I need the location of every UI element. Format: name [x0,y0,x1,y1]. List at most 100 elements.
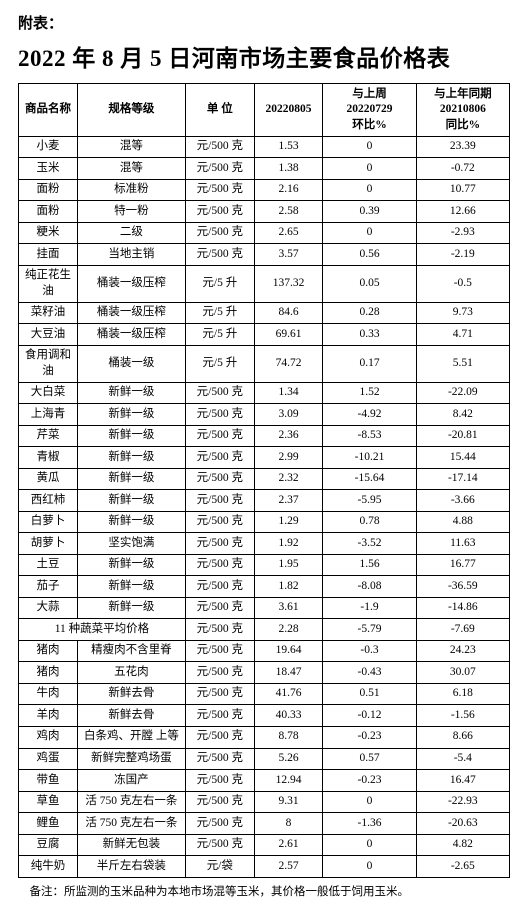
cell-yoy: -36.59 [416,576,509,598]
cell-spec: 新鲜一级 [77,554,185,576]
cell-spec: 精瘦肉不含里脊 [77,640,185,662]
cell-wow: -5.95 [323,490,416,512]
cell-wow: 0 [323,834,416,856]
table-row: 猪肉精瘦肉不含里脊元/500 克19.64-0.324.23 [19,640,510,662]
cell-spec: 坚实饱满 [77,533,185,555]
cell-wow: 0.51 [323,683,416,705]
cell-yoy: 4.82 [416,834,509,856]
table-row: 茄子新鲜一级元/500 克1.82-8.08-36.59 [19,576,510,598]
cell-name: 大蒜 [19,597,78,619]
cell-yoy: -17.14 [416,468,509,490]
pre-title: 附表： [18,12,510,33]
cell-yoy: 23.39 [416,136,509,158]
table-row: 玉米混等元/500 克1.380-0.72 [19,158,510,180]
cell-price: 2.61 [254,834,323,856]
cell-price: 2.36 [254,425,323,447]
cell-yoy: 5.51 [416,345,509,382]
table-row: 纯正花生油桶装一级压榨元/5 升137.320.05-0.5 [19,265,510,302]
cell-unit: 元/500 克 [185,683,254,705]
table-row: 羊肉新鲜去骨元/500 克40.33-0.12-1.56 [19,705,510,727]
cell-yoy: -20.81 [416,425,509,447]
cell-spec: 新鲜一级 [77,382,185,404]
cell-yoy: 8.42 [416,404,509,426]
cell-wow: -1.36 [323,813,416,835]
cell-wow: -0.23 [323,770,416,792]
cell-unit: 元/500 克 [185,770,254,792]
cell-spec: 桶装一级压榨 [77,302,185,324]
cell-unit: 元/500 克 [185,244,254,266]
cell-spec: 新鲜一级 [77,511,185,533]
cell-wow: 0.56 [323,244,416,266]
cell-spec: 新鲜一级 [77,425,185,447]
cell-price: 2.37 [254,490,323,512]
cell-spec: 新鲜无包装 [77,834,185,856]
cell-yoy: 4.88 [416,511,509,533]
cell-price: 69.61 [254,324,323,346]
cell-spec: 新鲜去骨 [77,683,185,705]
cell-spec: 混等 [77,136,185,158]
cell-wow: 0 [323,158,416,180]
cell-wow: -4.92 [323,404,416,426]
cell-unit: 元/5 升 [185,265,254,302]
table-row: 牛肉新鲜去骨元/500 克41.760.516.18 [19,683,510,705]
cell-unit: 元/500 克 [185,490,254,512]
cell-spec: 新鲜完整鸡场蛋 [77,748,185,770]
cell-name: 白萝卜 [19,511,78,533]
cell-unit: 元/5 升 [185,302,254,324]
main-title: 2022 年 8 月 5 日河南市场主要食品价格表 [18,39,510,73]
cell-yoy: 11.63 [416,533,509,555]
cell-price: 1.34 [254,382,323,404]
cell-name: 猪肉 [19,640,78,662]
cell-yoy: 30.07 [416,662,509,684]
table-row: 挂面当地主销元/500 克3.570.56-2.19 [19,244,510,266]
cell-unit: 元/500 克 [185,576,254,598]
cell-name: 玉米 [19,158,78,180]
cell-yoy: 15.44 [416,447,509,469]
cell-wow: -8.08 [323,576,416,598]
cell-yoy: 12.66 [416,201,509,223]
cell-spec: 标准粉 [77,179,185,201]
cell-spec: 二级 [77,222,185,244]
cell-name: 菜籽油 [19,302,78,324]
avg-unit: 元/500 克 [185,619,254,641]
cell-yoy: -2.65 [416,856,509,878]
cell-yoy: -0.72 [416,158,509,180]
table-row: 大白菜新鲜一级元/500 克1.341.52-22.09 [19,382,510,404]
cell-name: 鸡肉 [19,726,78,748]
cell-unit: 元/500 克 [185,662,254,684]
cell-unit: 元/500 克 [185,726,254,748]
cell-spec: 桶装一级压榨 [77,324,185,346]
cell-yoy: 8.66 [416,726,509,748]
cell-unit: 元/500 克 [185,468,254,490]
avg-row: 11 种蔬菜平均价格元/500 克2.28-5.79-7.69 [19,619,510,641]
cell-unit: 元/500 克 [185,748,254,770]
cell-yoy: -5.4 [416,748,509,770]
cell-yoy: -2.19 [416,244,509,266]
table-row: 菜籽油桶装一级压榨元/5 升84.60.289.73 [19,302,510,324]
cell-wow: 0.28 [323,302,416,324]
cell-price: 3.09 [254,404,323,426]
cell-spec: 混等 [77,158,185,180]
cell-price: 1.29 [254,511,323,533]
cell-name: 青椒 [19,447,78,469]
cell-name: 西红柿 [19,490,78,512]
header-spec: 规格等级 [77,84,185,137]
cell-unit: 元/500 克 [185,813,254,835]
cell-yoy: 9.73 [416,302,509,324]
cell-name: 小麦 [19,136,78,158]
table-row: 白萝卜新鲜一级元/500 克1.290.784.88 [19,511,510,533]
table-row: 黄瓜新鲜一级元/500 克2.32-15.64-17.14 [19,468,510,490]
cell-price: 3.57 [254,244,323,266]
cell-wow: -0.12 [323,705,416,727]
cell-price: 74.72 [254,345,323,382]
table-row: 带鱼冻国产元/500 克12.94-0.2316.47 [19,770,510,792]
table-row: 大蒜新鲜一级元/500 克3.61-1.9-14.86 [19,597,510,619]
cell-wow: 0.78 [323,511,416,533]
cell-spec: 新鲜一级 [77,576,185,598]
cell-yoy: 24.23 [416,640,509,662]
cell-wow: 0 [323,856,416,878]
cell-name: 牛肉 [19,683,78,705]
cell-spec: 当地主销 [77,244,185,266]
cell-wow: -15.64 [323,468,416,490]
cell-unit: 元/5 升 [185,345,254,382]
